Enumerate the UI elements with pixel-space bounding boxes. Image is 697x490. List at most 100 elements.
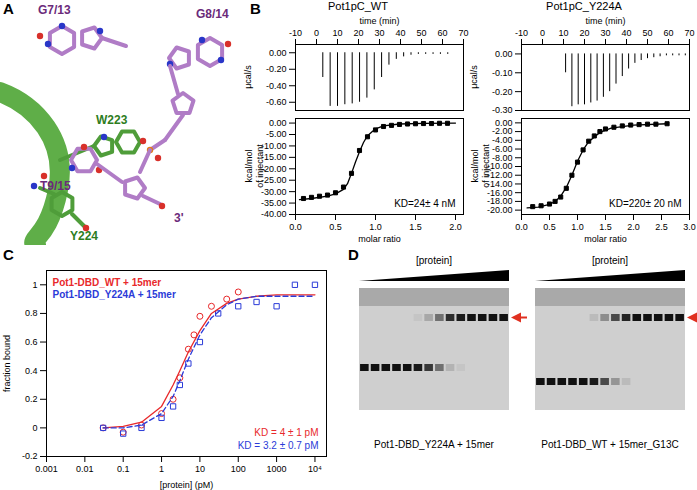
svg-text:1.0: 1.0: [571, 222, 584, 232]
svg-text:KD = 3.2 ± 0.7 pM: KD = 3.2 ± 0.7 pM: [238, 440, 319, 451]
svg-text:-0.20: -0.20: [266, 64, 287, 74]
svg-text:[protein]: [protein]: [416, 255, 452, 266]
svg-text:-0.20: -0.20: [492, 87, 513, 97]
svg-text:-10: -10: [515, 28, 528, 38]
svg-text:T9/15: T9/15: [40, 179, 71, 193]
html-text:A: A: [3, 0, 14, 17]
svg-text:-4.00: -4.00: [492, 135, 513, 146]
svg-text:1.0: 1.0: [369, 222, 382, 232]
svg-text:-25.00: -25.00: [261, 175, 287, 186]
html-text:D: D: [348, 246, 359, 263]
svg-text:molar ratio: molar ratio: [584, 234, 627, 244]
svg-text:20: 20: [353, 28, 363, 38]
html-text:B: B: [250, 0, 261, 17]
svg-text:-0.10: -0.10: [492, 68, 513, 78]
svg-text:KD=24± 4 nM: KD=24± 4 nM: [394, 198, 455, 209]
svg-text:0.6: 0.6: [25, 337, 38, 347]
svg-text:40: 40: [395, 28, 405, 38]
svg-text:-0.2: -0.2: [22, 451, 38, 461]
svg-text:30: 30: [374, 28, 384, 38]
svg-text:-10: -10: [289, 28, 302, 38]
svg-text:2.5: 2.5: [655, 222, 668, 232]
svg-text:10: 10: [195, 464, 205, 474]
svg-text:0.4: 0.4: [25, 366, 38, 376]
svg-text:70: 70: [684, 28, 694, 38]
svg-text:1000: 1000: [267, 464, 287, 474]
svg-text:-5.00: -5.00: [266, 129, 287, 139]
svg-text:-0.30: -0.30: [492, 105, 513, 115]
svg-text:2.0: 2.0: [449, 222, 462, 232]
svg-text:-16.00: -16.00: [487, 187, 513, 198]
svg-text:1: 1: [159, 464, 164, 474]
svg-text:10: 10: [332, 28, 342, 38]
svg-text:-2.00: -2.00: [492, 126, 513, 137]
svg-text:-6.00: -6.00: [492, 143, 513, 154]
svg-text:-0.40: -0.40: [266, 81, 287, 91]
svg-text:100: 100: [231, 464, 246, 474]
html-text:kcal/mol of injectant: kcal/mol of injectant: [470, 144, 491, 188]
svg-text:0.2: 0.2: [25, 394, 38, 404]
svg-text:0.5: 0.5: [329, 222, 342, 232]
svg-text:0.01: 0.01: [76, 464, 94, 474]
svg-text:-20.00: -20.00: [487, 205, 513, 215]
svg-text:0.00: 0.00: [495, 117, 513, 128]
svg-text:Pot1-DBD_Y224A + 15mer: Pot1-DBD_Y224A + 15mer: [374, 439, 494, 450]
svg-text:0.8: 0.8: [25, 308, 38, 318]
svg-text:3': 3': [174, 211, 184, 225]
svg-text:-35.00: -35.00: [261, 198, 287, 208]
svg-text:KD=220± 20 nM: KD=220± 20 nM: [609, 198, 681, 209]
svg-text:[protein]: [protein]: [592, 255, 628, 266]
svg-text:0.0: 0.0: [289, 222, 302, 232]
svg-text:time (min): time (min): [586, 16, 626, 26]
svg-text:40: 40: [621, 28, 631, 38]
svg-text:-15.00: -15.00: [261, 152, 287, 163]
svg-text:10: 10: [558, 28, 568, 38]
svg-text:0: 0: [32, 423, 37, 433]
svg-text:Pot1-DBD_WT + 15mer_G13C: Pot1-DBD_WT + 15mer_G13C: [541, 439, 678, 450]
svg-text:-10.00: -10.00: [261, 140, 287, 151]
svg-text:fraction bound: fraction bound: [2, 335, 12, 392]
svg-text:20: 20: [579, 28, 589, 38]
svg-text:0.001: 0.001: [35, 464, 58, 474]
svg-text:10⁴: 10⁴: [308, 464, 322, 474]
svg-text:Pot1-DBD_WT + 15mer: Pot1-DBD_WT + 15mer: [53, 277, 162, 288]
html-text:kcal/mol of injectant: kcal/mol of injectant: [244, 144, 265, 188]
svg-text:0.00: 0.00: [269, 118, 287, 128]
svg-text:3.0: 3.0: [683, 222, 696, 232]
svg-text:W223: W223: [96, 113, 128, 127]
svg-text:0.1: 0.1: [117, 464, 130, 474]
svg-text:70: 70: [458, 28, 468, 38]
svg-text:2.0: 2.0: [627, 222, 640, 232]
svg-text:time (min): time (min): [360, 16, 400, 26]
svg-text:molar ratio: molar ratio: [358, 234, 401, 244]
svg-text:0: 0: [314, 28, 319, 38]
svg-text:-0.60: -0.60: [266, 97, 287, 107]
svg-text:1.5: 1.5: [409, 222, 422, 232]
svg-text:Y224: Y224: [70, 229, 98, 243]
svg-text:Pot1-DBD_Y224A + 15mer: Pot1-DBD_Y224A + 15mer: [53, 289, 176, 300]
svg-text:0: 0: [540, 28, 545, 38]
svg-text:-20.00: -20.00: [261, 163, 287, 174]
svg-text:60: 60: [437, 28, 447, 38]
svg-text:-8.00: -8.00: [492, 152, 513, 163]
svg-text:60: 60: [663, 28, 673, 38]
html-text:C: C: [3, 246, 14, 263]
svg-text:1: 1: [32, 280, 37, 290]
html-text:Pot1pC_Y224A: Pot1pC_Y224A: [546, 0, 622, 12]
svg-text:0.00: 0.00: [495, 49, 513, 59]
svg-text:KD = 4 ± 1 pM: KD = 4 ± 1 pM: [254, 427, 318, 438]
svg-text:G7/13: G7/13: [38, 3, 71, 17]
svg-text:[protein] (pM): [protein] (pM): [160, 480, 214, 490]
svg-text:-30.00: -30.00: [261, 187, 287, 197]
html-text:Pot1pC_WT: Pot1pC_WT: [328, 0, 388, 12]
svg-text:G8/14: G8/14: [196, 7, 229, 21]
svg-text:0.00: 0.00: [269, 48, 287, 58]
svg-text:50: 50: [416, 28, 426, 38]
svg-text:1.5: 1.5: [599, 222, 612, 232]
svg-text:-18.00: -18.00: [487, 196, 513, 207]
svg-text:0.5: 0.5: [543, 222, 556, 232]
svg-text:-40.00: -40.00: [261, 209, 287, 219]
svg-text:0.0: 0.0: [515, 222, 528, 232]
svg-text:30: 30: [600, 28, 610, 38]
svg-text:50: 50: [642, 28, 652, 38]
